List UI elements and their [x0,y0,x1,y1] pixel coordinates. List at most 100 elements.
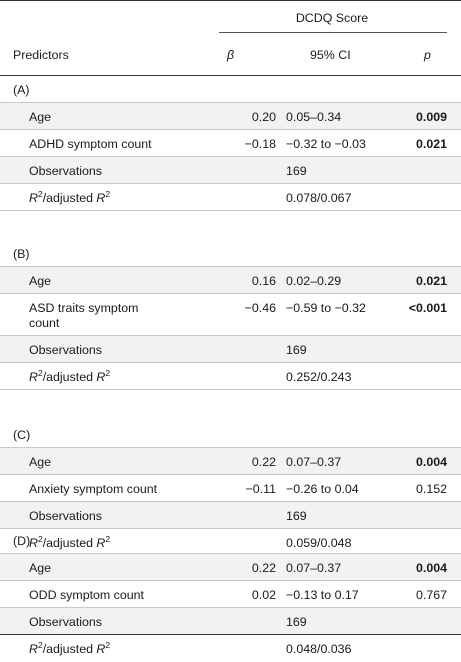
r-symbol: R [96,191,106,205]
table-row: Age 0.22 0.07–0.37 0.004 [0,448,461,475]
table-row: Observations 169 [0,608,461,635]
r-symbol: R [29,191,38,205]
row-divider [0,210,461,211]
column-group-rule [219,32,447,33]
beta-cell: −0.18 [244,137,276,151]
predictor-name: Age [29,455,52,469]
beta-cell: 0.02 [251,588,276,602]
section-label: (A) [13,83,30,97]
section-label-row: (C) [0,421,461,448]
table-row: ODD symptom count 0.02 −0.13 to 0.17 0.767 [0,581,461,608]
ci-cell: −0.26 to 0.04 [286,482,359,496]
predictor-cell: R2/adjusted R2 [29,640,111,656]
table-top-rule [0,0,461,1]
p-value-cell: 0.021 [415,137,447,151]
predictor-cell: Observations [29,343,102,357]
section-label: (B) [13,247,30,261]
r2-label-middle: /adjusted [42,536,97,550]
beta-cell: −0.11 [245,482,276,496]
r2-label-middle: /adjusted [42,370,97,384]
predictor-cell: Observations [29,509,102,523]
section-label: (C) [13,428,31,442]
p-value-cell: 0.021 [415,274,447,288]
section-label-row: (B) [0,240,461,267]
ci-cell: 0.252/0.243 [286,370,352,384]
predictor-name: Anxiety symptom count [29,482,158,496]
row-divider [0,580,461,581]
predictor-cell: ASD traits symptom count [29,301,138,331]
predictor-cell: Age [29,110,51,124]
row-divider [0,528,461,529]
p-value-cell: <0.001 [408,301,447,315]
beta-cell: −0.46 [244,301,276,315]
ci-cell: 169 [286,509,307,523]
table-row: ADHD symptom count −0.18 −0.32 to −0.03 0.0… [0,130,461,157]
ci-cell: 0.07–0.37 [286,455,342,469]
table-row: ASD traits symptom count −0.46 −0.59 to −0.… [0,294,461,336]
ci-cell: 0.02–0.29 [286,274,342,288]
predictor-name: Observations [29,164,103,178]
p-value-cell: 0.009 [415,110,447,124]
superscript: 2 [105,534,111,544]
row-divider [0,102,461,103]
table-row: Observations 169 [0,157,461,184]
row-divider [0,501,461,502]
ci-cell: 0.05–0.34 [286,110,342,124]
r-symbol: R [29,536,38,550]
p-value-cell: 0.004 [415,561,447,575]
p-value-cell: 0.152 [415,482,447,496]
superscript: 2 [37,534,43,544]
row-divider [0,474,461,475]
beta-cell: 0.22 [251,561,276,575]
column-group-header: DCDQ Score [295,11,369,25]
predictor-name: Age [29,561,52,575]
predictor-name: Age [29,274,52,288]
predictor-cell: Observations [29,164,102,178]
superscript: 2 [37,368,43,378]
table-row: Observations 169 [0,336,461,363]
predictor-name: Age [29,110,52,124]
row-divider [0,129,461,130]
predictor-name-cont: count [29,316,60,330]
ci-cell: 169 [286,164,307,178]
row-divider [0,447,461,448]
predictor-cell: ADHD symptom count [29,137,152,151]
r-symbol: R [96,642,106,656]
ci-cell: 169 [286,343,307,357]
predictor-name: ASD traits symptom [29,301,139,315]
superscript: 2 [105,640,111,650]
predictor-cell: R2/adjusted R2 [29,368,110,384]
predictor-name: ODD symptom count [29,588,144,602]
section-label-row: (A) [0,76,461,103]
beta-cell: 0.16 [251,274,276,288]
predictor-name: ADHD symptom count [29,137,152,151]
section-label: (D) [13,534,31,548]
table-row: Anxiety symptom count −0.11 −0.26 to 0.04 0… [0,475,461,502]
ci-column-header: 95% CI [310,48,351,62]
p-value-cell: 0.004 [415,455,447,469]
table-row: Age 0.16 0.02–0.29 0.021 [0,267,461,294]
beta-cell: 0.22 [251,455,276,469]
table-row: R2/adjusted R2 0.078/0.067 [0,184,461,211]
r2-label-middle: /adjusted [42,642,97,656]
ci-cell: 0.078/0.067 [286,191,352,205]
ci-cell: 0.048/0.036 [286,642,352,656]
table-row: Age 0.22 0.07–0.37 0.004 [0,554,461,581]
header-bottom-rule [0,75,461,76]
predictor-name: Observations [29,509,103,523]
predictor-cell: R2/adjusted R2 [29,534,111,550]
predictor-name: Observations [29,343,103,357]
predictor-cell: R2/adjusted R2 [29,190,110,205]
r-symbol: R [29,370,38,384]
row-divider [0,362,461,363]
predictors-column-header: Predictors [13,48,69,62]
predictor-cell: Observations [29,615,102,629]
ci-cell: 169 [286,615,307,629]
row-divider [0,266,461,267]
predictor-cell: Age [29,274,51,288]
row-divider [0,553,461,554]
ci-cell: 0.07–0.37 [286,561,342,575]
r-symbol: R [96,536,106,550]
table-row: R2/adjusted R2 0.252/0.243 [0,363,461,390]
